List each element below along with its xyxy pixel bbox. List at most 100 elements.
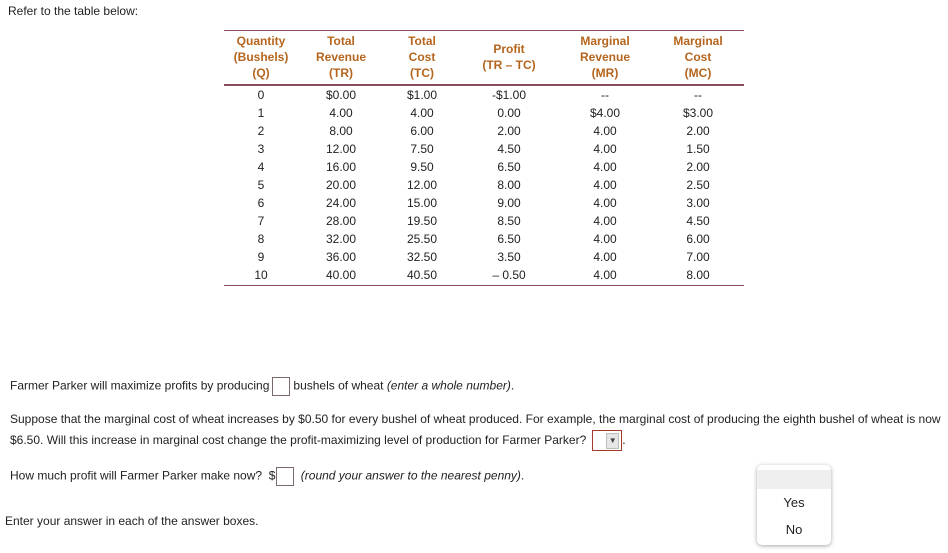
instructions-footer: Enter your answer in each of the answer … (5, 514, 259, 528)
cell-profit: 0.00 (497, 106, 521, 120)
cell-profit: -$1.00 (491, 88, 527, 102)
q1-text: Farmer Parker will maximize profits by p… (10, 378, 270, 393)
table-row: 7 28.00 19.50 8.50 4.00 4.50 (224, 212, 744, 230)
q3-text: How much profit will Farmer Parker make … (10, 468, 263, 483)
cell-marginal-cost: 3.00 (686, 196, 710, 210)
cell-total-revenue: 20.00 (325, 178, 357, 192)
table-row: 3 12.00 7.50 4.50 4.00 1.50 (224, 140, 744, 158)
dropdown-option-yes[interactable]: Yes (783, 495, 805, 510)
table-header-row: Quantity (Bushels) (Q) Total Revenue (TR) To… (224, 30, 744, 86)
header-profit: Profit (TR – TC) (460, 30, 558, 86)
cell-total-cost: 25.50 (406, 232, 438, 246)
data-table-container: Quantity (Bushels) (Q) Total Revenue (TR) To… (224, 30, 744, 286)
cell-marginal-revenue: 4.00 (593, 142, 617, 156)
header-total-cost: Total Cost (TC) (384, 30, 460, 86)
cell-quantity: 10 (224, 266, 298, 286)
table-row: 9 36.00 32.50 3.50 4.00 7.00 (224, 248, 744, 266)
table-row: 0 $0.00 $1.00 -$1.00 -- -- (224, 85, 744, 104)
data-table: Quantity (Bushels) (Q) Total Revenue (TR) To… (224, 30, 744, 286)
cell-quantity: 9 (257, 250, 265, 264)
cell-profit: 8.50 (497, 214, 521, 228)
cell-marginal-revenue: -- (601, 88, 609, 102)
cell-quantity: 5 (257, 178, 265, 192)
cell-marginal-cost: 2.00 (686, 160, 710, 174)
cell-quantity: 7 (257, 214, 265, 228)
cell-quantity: 8 (257, 232, 265, 246)
cell-total-cost: 40.50 (384, 266, 460, 286)
cell-total-cost: $1.00 (406, 88, 438, 102)
cell-total-revenue: 28.00 (325, 214, 357, 228)
yes-no-dropdown[interactable]: ▼ (592, 430, 623, 452)
question-1: Farmer Parker will maximize profits by p… (10, 377, 514, 396)
cell-quantity: 0 (257, 88, 265, 102)
cell-marginal-revenue: $4.00 (589, 106, 621, 120)
cell-total-cost: 4.00 (410, 106, 434, 120)
header-total-revenue: Total Revenue (TR) (298, 30, 384, 86)
cell-total-revenue: 36.00 (325, 250, 357, 264)
cell-marginal-revenue: 4.00 (593, 196, 617, 210)
table-row: 8 32.00 25.50 6.50 4.00 6.00 (224, 230, 744, 248)
q1-hint: (enter a whole number) (386, 378, 511, 393)
cell-quantity: 3 (257, 142, 265, 156)
cell-marginal-cost: 2.50 (686, 178, 710, 192)
q3-hint: (round your answer to the nearest penny) (300, 468, 521, 483)
question-2: Suppose that the marginal cost of wheat … (10, 409, 946, 452)
cell-marginal-revenue: 4.00 (593, 160, 617, 174)
intro-text: Refer to the table below: (8, 4, 139, 18)
dropdown-option-blank[interactable] (757, 470, 831, 489)
cell-total-cost: 6.00 (410, 124, 434, 138)
cell-marginal-revenue: 4.00 (593, 214, 617, 228)
cell-total-cost: 32.50 (406, 250, 438, 264)
cell-profit: 3.50 (497, 250, 521, 264)
cell-marginal-cost: -- (694, 88, 702, 102)
cell-quantity: 1 (257, 106, 265, 120)
question-3: How much profit will Farmer Parker make … (10, 467, 524, 486)
cell-total-cost: 9.50 (410, 160, 434, 174)
cell-total-revenue: 4.00 (329, 106, 353, 120)
cell-marginal-revenue: 4.00 (593, 178, 617, 192)
cell-total-revenue: 16.00 (325, 160, 357, 174)
dropdown-arrow-icon[interactable]: ▼ (606, 433, 620, 450)
dropdown-menu: Yes No (757, 465, 831, 545)
cell-total-revenue: 8.00 (329, 124, 353, 138)
q2-text: Suppose that the marginal cost of wheat … (10, 412, 941, 447)
cell-total-cost: 15.00 (406, 196, 438, 210)
table-body: 0 $0.00 $1.00 -$1.00 -- -- 1 4.00 4.00 0.00 $4.00 $… (224, 85, 744, 286)
cell-marginal-cost: 6.00 (686, 232, 710, 246)
cell-total-cost: 19.50 (406, 214, 438, 228)
cell-total-revenue: $0.00 (325, 88, 357, 102)
profit-answer-input[interactable] (276, 467, 295, 486)
cell-marginal-cost: 1.50 (686, 142, 710, 156)
cell-profit: 9.00 (497, 196, 521, 210)
quantity-answer-input[interactable] (272, 377, 291, 396)
cell-total-revenue: 12.00 (325, 142, 357, 156)
cell-total-revenue: 40.00 (298, 266, 384, 286)
cell-total-cost: 12.00 (406, 178, 438, 192)
cell-marginal-cost: 2.00 (686, 124, 710, 138)
table-row: 6 24.00 15.00 9.00 4.00 3.00 (224, 194, 744, 212)
cell-marginal-revenue: 4.00 (558, 266, 652, 286)
cell-marginal-cost: 7.00 (686, 250, 710, 264)
cell-quantity: 2 (257, 124, 265, 138)
table-row: 2 8.00 6.00 2.00 4.00 2.00 (224, 122, 744, 140)
cell-marginal-revenue: 4.00 (593, 250, 617, 264)
table-row: 10 40.00 40.50– 0.50 4.00 8.00 (224, 266, 744, 286)
cell-profit: 4.50 (497, 142, 521, 156)
header-quantity: Quantity (Bushels) (Q) (224, 30, 298, 86)
cell-marginal-cost: 4.50 (686, 214, 710, 228)
cell-profit: 2.00 (497, 124, 521, 138)
cell-profit: – 0.50 (460, 266, 558, 286)
cell-profit: 8.00 (497, 178, 521, 192)
currency-symbol: $ (268, 468, 276, 483)
cell-quantity: 4 (257, 160, 265, 174)
q1-text-after: bushels of wheat (293, 378, 384, 393)
table-row: 4 16.00 9.50 6.50 4.00 2.00 (224, 158, 744, 176)
cell-total-cost: 7.50 (410, 142, 434, 156)
dropdown-option-no[interactable]: No (785, 522, 803, 537)
cell-total-revenue: 32.00 (325, 232, 357, 246)
cell-profit: 6.50 (497, 160, 521, 174)
cell-total-revenue: 24.00 (325, 196, 357, 210)
header-marginal-revenue: Marginal Revenue (MR) (558, 30, 652, 86)
header-marginal-cost: Marginal Cost (MC) (652, 30, 744, 86)
table-row: 5 20.00 12.00 8.00 4.00 2.50 (224, 176, 744, 194)
